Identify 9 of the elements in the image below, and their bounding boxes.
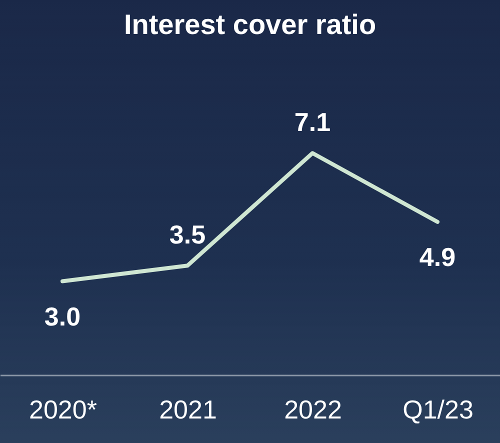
- data-label: 3.5: [169, 220, 206, 250]
- data-label: 4.9: [419, 242, 456, 272]
- x-tick-label: 2020*: [29, 394, 97, 424]
- chart-title: Interest cover ratio: [124, 9, 376, 40]
- data-label: 7.1: [294, 107, 331, 138]
- x-tick-label: 2021: [159, 394, 217, 424]
- x-tick-label: Q1/23: [402, 394, 474, 424]
- data-label: 3.0: [44, 301, 81, 332]
- x-tick-label: 2022: [284, 394, 342, 424]
